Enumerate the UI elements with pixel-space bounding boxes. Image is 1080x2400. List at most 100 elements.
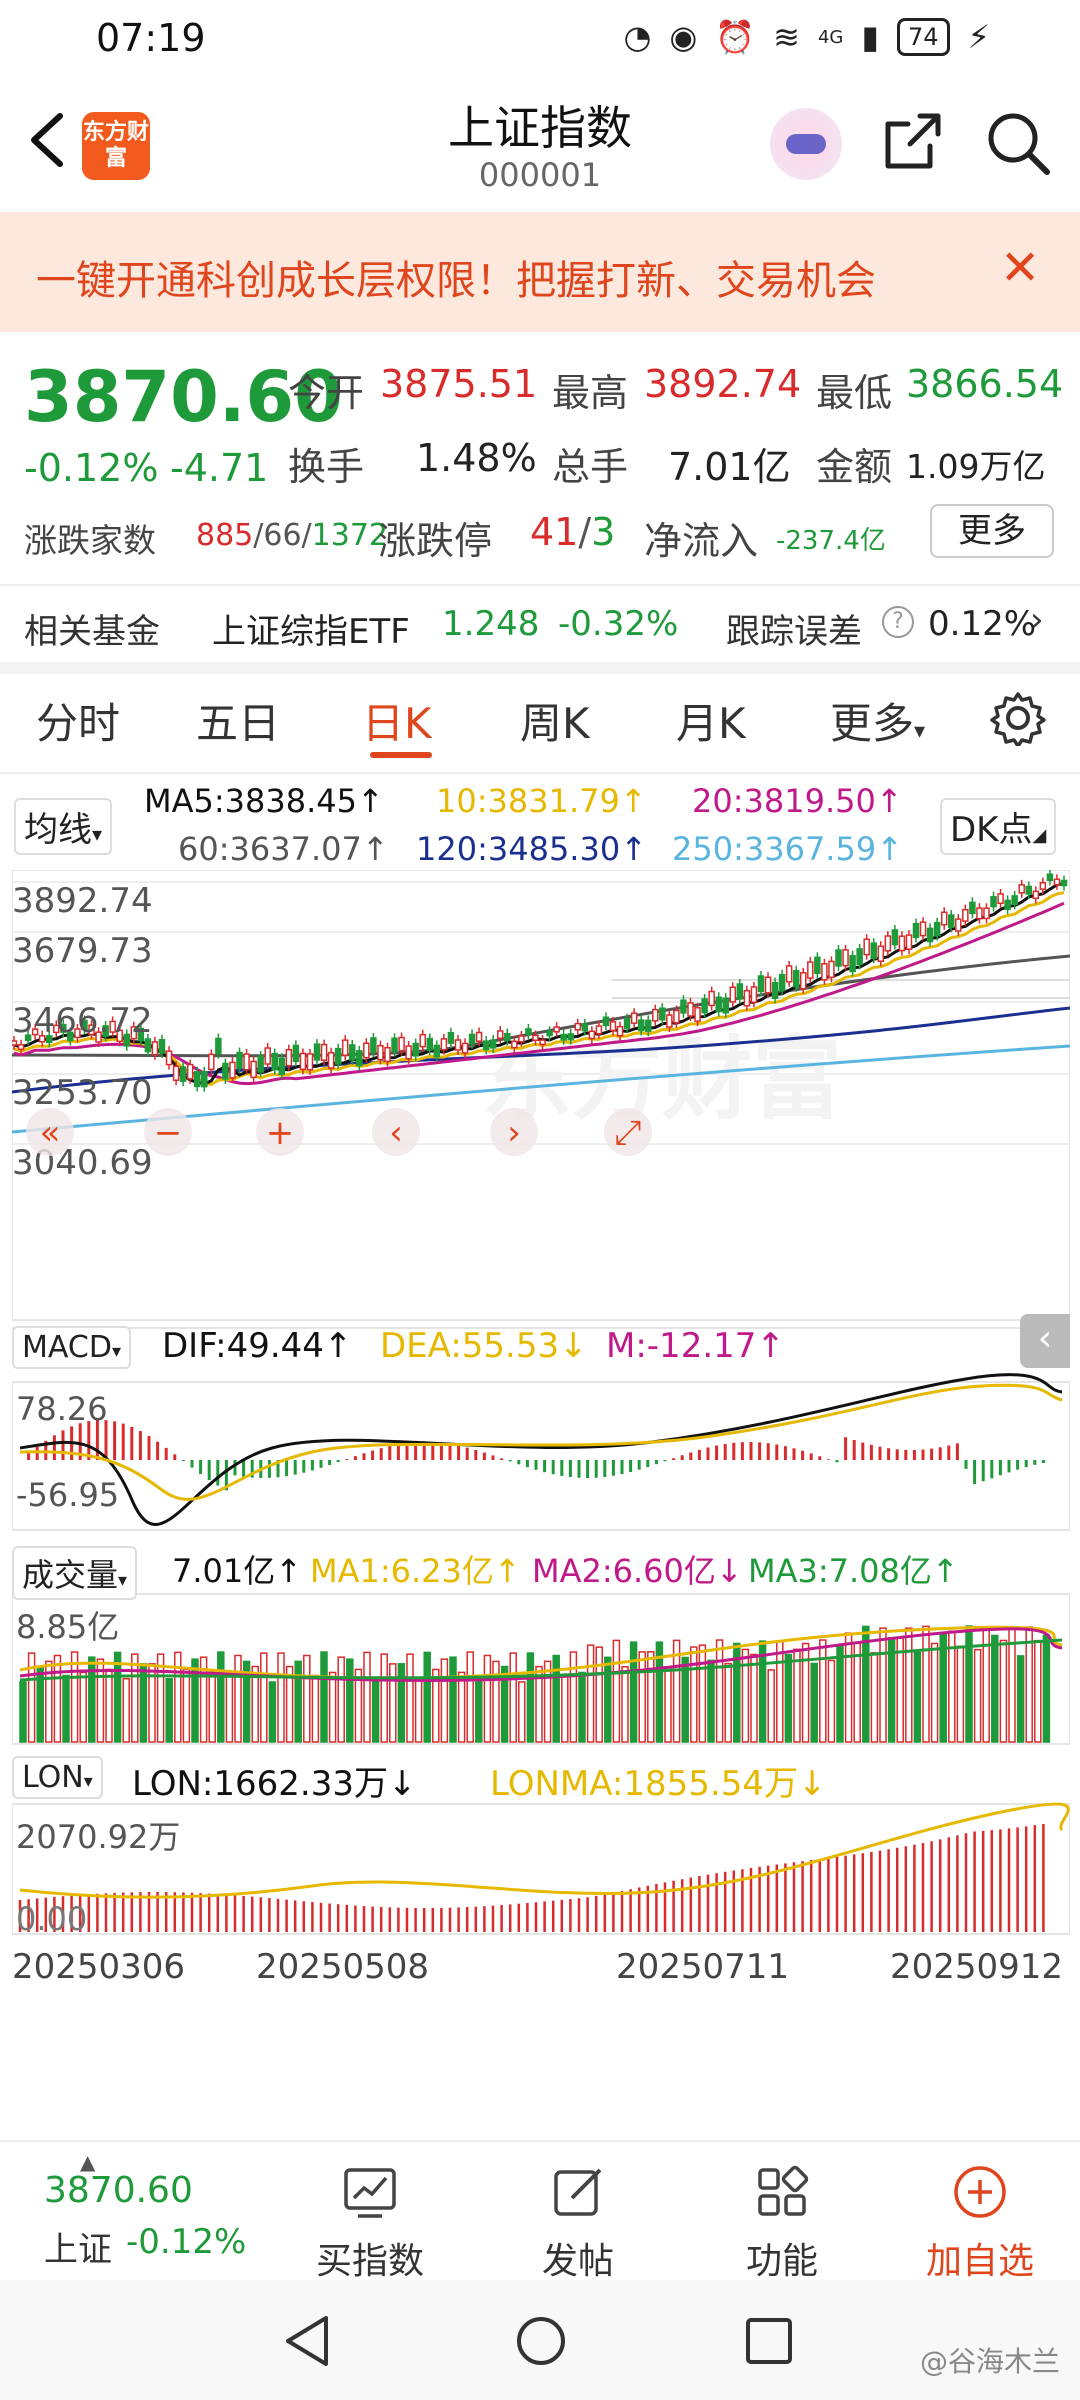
high-label: 最高 [552, 371, 629, 415]
fund-name[interactable]: 上证综指ETF [212, 612, 410, 652]
chart-control-3[interactable]: ‹ [372, 1108, 420, 1156]
banner-text[interactable]: 一键开通科创成长层权限！把握打新、交易机会 [36, 258, 876, 304]
volume-bar [595, 1646, 603, 1743]
volume-bar [758, 1640, 767, 1743]
candle-body [602, 1016, 610, 1027]
control-glyph: + [266, 1113, 295, 1153]
volume-bar [380, 1653, 388, 1743]
functions-button[interactable]: 功能 [712, 2142, 852, 2284]
candle-body [623, 1017, 631, 1029]
volume-bar [733, 1642, 741, 1743]
search-icon[interactable] [985, 110, 1051, 176]
candle-body [306, 1053, 314, 1071]
candle-body [729, 986, 737, 1003]
bottom-index-change[interactable]: -0.12% [126, 2222, 247, 2262]
volume-bar [707, 1659, 715, 1743]
tab-weekly-k[interactable]: 周K [520, 699, 590, 748]
candle-body [208, 1053, 215, 1071]
candle-body [771, 981, 779, 1000]
tab-daily-k[interactable]: 日K [362, 699, 432, 748]
candle-body [708, 990, 715, 1007]
volume-bar [905, 1627, 913, 1743]
bottom-index-name[interactable]: 上证 [44, 2230, 112, 2270]
volume-bar [397, 1663, 406, 1743]
volume-bar [70, 1651, 79, 1743]
chart-control-0[interactable]: « [26, 1108, 74, 1156]
ma-selector[interactable]: 均线▾ [14, 798, 113, 855]
post-button[interactable]: 发帖 [508, 2142, 648, 2284]
lonma-line [19, 1802, 1070, 1899]
volume-bar [638, 1651, 646, 1743]
status-time: 07:19 [96, 16, 206, 60]
chart-control-4[interactable]: › [490, 1108, 538, 1156]
candle-body [743, 989, 751, 1007]
volume-selector[interactable]: 成交量▾ [12, 1546, 138, 1600]
add-watchlist-button[interactable]: 加自选 [910, 2142, 1050, 2284]
volume-bar [260, 1652, 268, 1743]
lon-panel [18, 1802, 1070, 1932]
candle-body [750, 986, 758, 1004]
nav-recents-icon[interactable] [744, 2316, 794, 2366]
assistant-avatar[interactable] [770, 108, 842, 180]
lon-y-top: 2070.92万 [16, 1818, 181, 1856]
volume-bar [844, 1632, 853, 1743]
candle-body [468, 1033, 476, 1045]
chevron-right-icon[interactable]: › [1030, 600, 1044, 640]
candle-body [828, 960, 835, 979]
volume-bar [569, 1651, 578, 1743]
candle-body [257, 1055, 264, 1073]
candle-body [313, 1043, 321, 1061]
macd-y-top: 78.26 [16, 1390, 108, 1428]
system-nav-bar [0, 2280, 1080, 2400]
control-circle [490, 1108, 538, 1156]
charging-icon: ⚡ [967, 18, 990, 56]
candle-body [616, 1025, 624, 1037]
dk-point-button[interactable]: DK点◢ [940, 798, 1057, 855]
nav-home-icon[interactable] [514, 2314, 568, 2368]
candle-body [588, 1030, 596, 1040]
candle-body [962, 908, 969, 922]
volume-bar [174, 1651, 182, 1743]
candle-body [172, 1065, 180, 1081]
candle-body [609, 1021, 617, 1032]
status-bar: 07:19 ◔ ◉ ⏰ ≋ 4G ▮ 74 ⚡ [0, 0, 1080, 80]
volume-bar [242, 1660, 251, 1743]
buy-index-button[interactable]: 买指数 [300, 2142, 440, 2284]
tab-monthly-k[interactable]: 月K [676, 699, 746, 748]
kline-chart[interactable]: 东方财富 3892.743679.733466.723253.703040.69… [10, 869, 1071, 2080]
volume-bar [277, 1652, 285, 1743]
back-arrow-icon[interactable] [22, 110, 72, 170]
promo-banner[interactable]: 一键开通科创成长层权限！把握打新、交易机会 ✕ [0, 212, 1080, 332]
collapse-panel-button[interactable]: ‹ [1020, 1314, 1070, 1368]
volume-bar [500, 1665, 509, 1743]
chart-area[interactable]: 东方财富 3892.74 3679.73 3466.72 3253.70 3040.69… [10, 869, 1071, 2080]
tab-five-day[interactable]: 五日 [196, 699, 281, 748]
more-button[interactable]: 更多 [930, 504, 1054, 558]
nav-back-icon[interactable] [282, 2314, 332, 2368]
close-icon[interactable]: ✕ [1000, 240, 1041, 296]
chart-control-5[interactable]: ⤢ [604, 1108, 652, 1156]
gear-icon[interactable] [990, 690, 1046, 746]
chart-control-2[interactable]: + [256, 1108, 304, 1156]
bottom-index-price[interactable]: 3870.60 [44, 2170, 193, 2211]
candle-body [891, 929, 899, 946]
help-icon[interactable]: ? [882, 606, 914, 638]
tab-intraday[interactable]: 分时 [36, 699, 121, 748]
network-label: 4G [817, 26, 844, 48]
chart-control-1[interactable]: − [144, 1108, 192, 1156]
candle-body [102, 1025, 109, 1037]
macd-selector[interactable]: MACD▾ [12, 1326, 131, 1369]
candle-body [898, 935, 906, 952]
candle-body [130, 1026, 138, 1040]
app-logo[interactable]: 东方财富 [82, 112, 150, 180]
chart-controls[interactable]: « − + ‹ › ⤢ [26, 1108, 652, 1156]
candle-body [659, 1007, 666, 1021]
control-glyph: ‹ [389, 1113, 403, 1153]
candle-body [905, 934, 913, 950]
share-icon[interactable] [880, 110, 944, 174]
tab-more[interactable]: 更多▾ [830, 699, 926, 748]
vol-ma1-line [19, 1625, 1063, 1680]
volume-bar [741, 1648, 750, 1743]
lon-selector[interactable]: LON▾ [12, 1756, 103, 1799]
macd-dif: DIF:49.44↑ [162, 1326, 353, 1366]
